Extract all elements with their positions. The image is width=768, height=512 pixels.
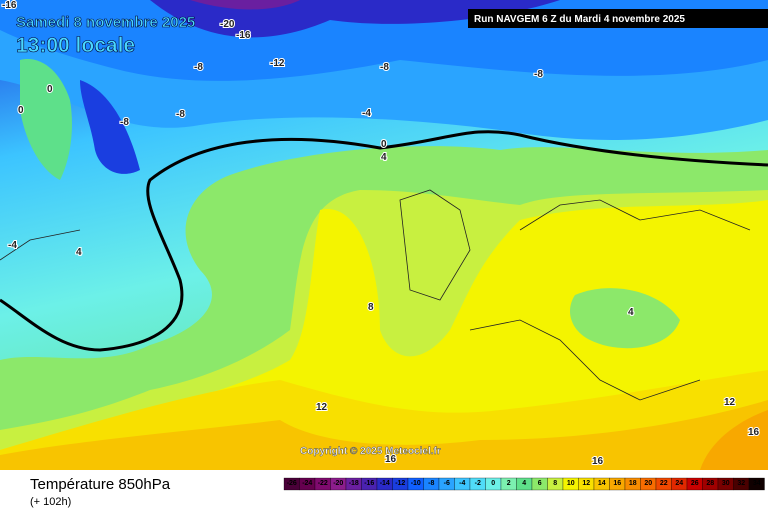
contour-label: 4 bbox=[76, 247, 82, 258]
scale-tick-label: 14 bbox=[598, 480, 606, 487]
scale-tick-label: 2 bbox=[507, 480, 511, 487]
footer-title: Température 850hPa bbox=[30, 476, 171, 493]
scale-tick-label: 12 bbox=[582, 480, 590, 487]
contour-label: -8 bbox=[380, 62, 389, 73]
greenland-ice bbox=[20, 59, 72, 180]
scale-tick-label: -18 bbox=[349, 480, 359, 487]
run-info: Run NAVGEM 6 Z du Mardi 4 novembre 2025 bbox=[474, 14, 685, 25]
scale-tick-label: 22 bbox=[660, 480, 668, 487]
scale-tick-label: 4 bbox=[522, 480, 526, 487]
contour-label: -4 bbox=[8, 240, 17, 251]
contour-label: 8 bbox=[368, 302, 374, 313]
contour-label: -16 bbox=[2, 0, 17, 11]
footer-subtitle: (+ 102h) bbox=[30, 496, 71, 508]
scale-tick-label: 30 bbox=[722, 480, 730, 487]
contour-label: 0 bbox=[381, 139, 387, 150]
scale-tick-label: 0 bbox=[491, 480, 495, 487]
scale-tick-label: -4 bbox=[459, 480, 465, 487]
scale-tick-label: -26 bbox=[287, 480, 297, 487]
scale-tick-label: -6 bbox=[444, 480, 450, 487]
map-date: Samedi 8 novembre 2025 bbox=[16, 14, 195, 31]
contour-label: -20 bbox=[220, 19, 235, 30]
scale-tick-label: 32 bbox=[737, 480, 745, 487]
scale-tick-label: -12 bbox=[395, 480, 405, 487]
color-scale: -26 -24 -22 -20 -18 -16 -14 -12 -10 -8 -6 -4 -2 0 2 4 6 8… bbox=[283, 477, 765, 491]
zero-contour bbox=[0, 130, 768, 352]
temp-band bbox=[80, 80, 140, 174]
scale-tick-label: -14 bbox=[380, 480, 390, 487]
scale-swatch bbox=[748, 477, 765, 491]
contour-label: 16 bbox=[592, 456, 604, 467]
scale-tick-label: 24 bbox=[675, 480, 683, 487]
coastlines bbox=[0, 189, 751, 401]
scale-tick-label: 10 bbox=[567, 480, 575, 487]
temp-band bbox=[0, 400, 768, 470]
contour-label: 4 bbox=[628, 307, 634, 318]
scale-tick-label: -8 bbox=[428, 480, 434, 487]
scale-tick-label: -20 bbox=[333, 480, 343, 487]
footer bbox=[0, 470, 768, 512]
contour-label: 16 bbox=[385, 454, 397, 465]
temp-band bbox=[570, 288, 680, 349]
scale-tick-label: 8 bbox=[553, 480, 557, 487]
contour-label: 12 bbox=[724, 397, 736, 408]
contour-label: -8 bbox=[194, 62, 203, 73]
temp-band bbox=[700, 410, 768, 470]
contour-label: -12 bbox=[270, 58, 285, 69]
contour-label: 4 bbox=[381, 152, 387, 163]
scale-tick-label: 26 bbox=[691, 480, 699, 487]
contour-label: 0 bbox=[47, 84, 53, 95]
scale-tick-label: 16 bbox=[613, 480, 621, 487]
scale-tick-label: -10 bbox=[411, 480, 421, 487]
scale-tick-label: -24 bbox=[302, 480, 312, 487]
scale-tick-label: 6 bbox=[538, 480, 542, 487]
scale-tick-label: -2 bbox=[475, 480, 481, 487]
contour-label: -8 bbox=[176, 109, 185, 120]
contour-label: -8 bbox=[120, 117, 129, 128]
scale-tick-label: -22 bbox=[318, 480, 328, 487]
map-time: 13:00 locale bbox=[16, 34, 135, 57]
copyright: Copyright © 2025 Meteociel.fr bbox=[300, 446, 441, 457]
contour-label: 16 bbox=[748, 427, 760, 438]
scale-tick-label: 18 bbox=[629, 480, 637, 487]
contour-label: 12 bbox=[316, 402, 328, 413]
contour-label: -16 bbox=[236, 30, 251, 41]
contour-label: -8 bbox=[534, 69, 543, 80]
run-box bbox=[468, 9, 768, 28]
contour-label: -4 bbox=[362, 108, 371, 119]
temp-band bbox=[190, 0, 300, 10]
scale-tick-label: -16 bbox=[364, 480, 374, 487]
scale-tick-label: 28 bbox=[706, 480, 714, 487]
scale-tick-label: 34 bbox=[753, 480, 761, 487]
contour-label: 0 bbox=[18, 105, 24, 116]
scale-tick-label: 20 bbox=[644, 480, 652, 487]
